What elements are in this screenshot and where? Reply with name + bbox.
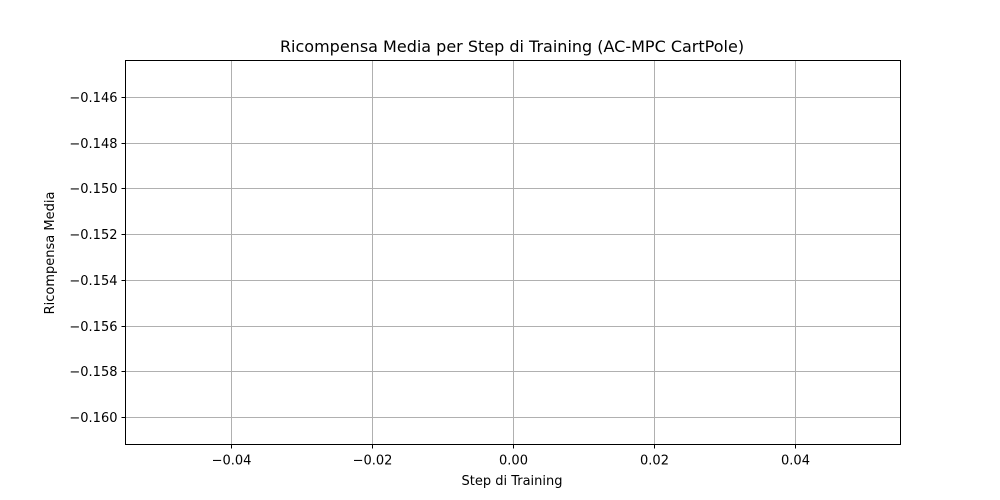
x-axis-label: Step di Training bbox=[461, 474, 562, 489]
y-tick-label: −0.160 bbox=[69, 411, 117, 426]
y-tick-label: −0.152 bbox=[69, 228, 117, 243]
y-tick-label: −0.148 bbox=[69, 137, 117, 152]
grid-layer bbox=[125, 60, 901, 445]
tick-layer: −0.04 −0.02 0.00 0.02 0.04 −0.146 −0.148 −0.150… bbox=[69, 91, 810, 469]
x-tick-label: 0.00 bbox=[499, 454, 528, 469]
chart-title: Ricompensa Media per Step di Training (A… bbox=[280, 37, 744, 56]
x-tick-label: −0.04 bbox=[212, 454, 252, 469]
y-tick-label: −0.158 bbox=[69, 365, 117, 380]
y-tick-label: −0.146 bbox=[69, 91, 117, 106]
y-axis-label: Ricompensa Media bbox=[43, 192, 58, 315]
x-tick-label: −0.02 bbox=[353, 454, 393, 469]
x-tick-label: 0.02 bbox=[640, 454, 669, 469]
y-tick-label: −0.156 bbox=[69, 320, 117, 335]
y-tick-label: −0.154 bbox=[69, 274, 117, 289]
y-tick-label: −0.150 bbox=[69, 182, 117, 197]
x-tick-label: 0.04 bbox=[781, 454, 810, 469]
